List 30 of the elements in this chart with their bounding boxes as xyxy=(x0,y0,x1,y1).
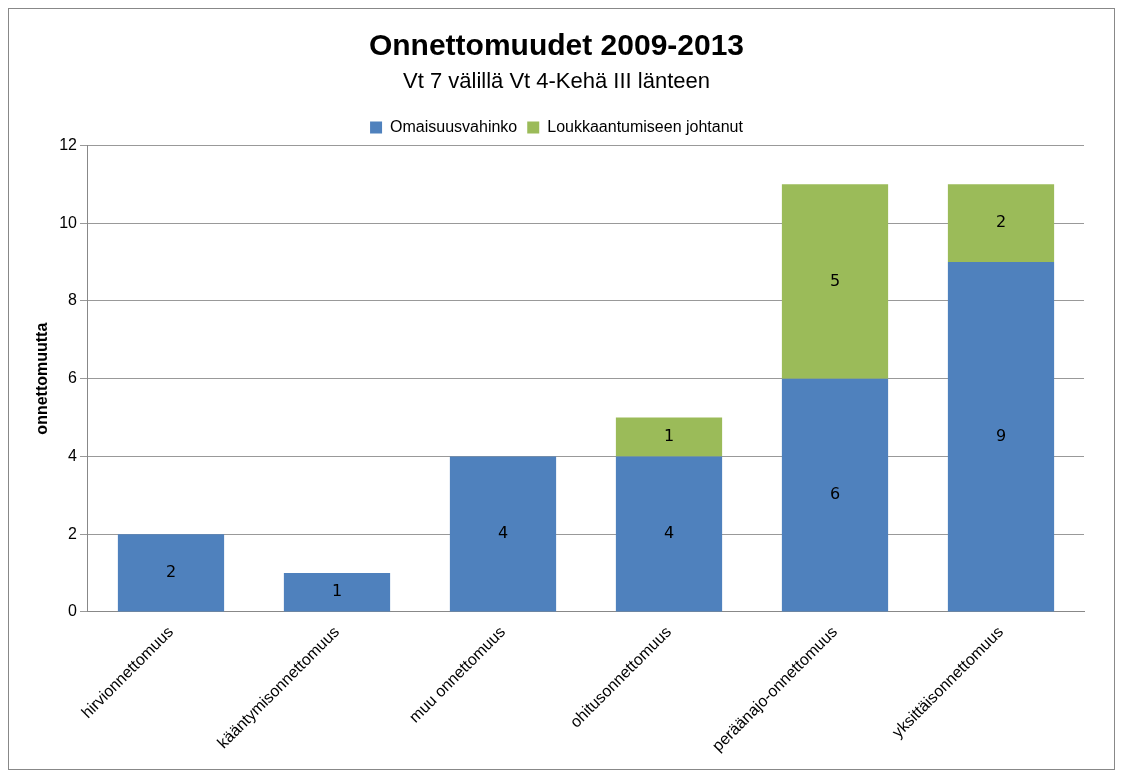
data-label: 4 xyxy=(497,523,509,543)
data-label: 4 xyxy=(663,523,675,543)
data-label: 2 xyxy=(165,561,177,581)
bar xyxy=(615,417,723,457)
data-label: 1 xyxy=(331,581,343,601)
bar xyxy=(781,184,889,379)
y-tick-label: 0 xyxy=(68,602,78,620)
y-tick-label: 6 xyxy=(68,369,78,387)
chart-subtitle: Vt 7 välillä Vt 4-Kehä III länteen xyxy=(403,68,710,94)
data-label: 1 xyxy=(663,426,675,446)
y-tick-label: 2 xyxy=(68,524,78,542)
bar xyxy=(615,456,723,612)
y-tick-label: 8 xyxy=(68,291,78,309)
bar xyxy=(449,456,557,612)
data-label: 6 xyxy=(829,484,841,504)
bar xyxy=(283,573,391,612)
data-label: 2 xyxy=(995,212,1007,232)
y-tick-label: 10 xyxy=(59,213,78,231)
y-tick-label: 4 xyxy=(68,446,78,464)
data-label: 5 xyxy=(829,270,841,290)
bar xyxy=(781,378,889,612)
bar xyxy=(947,262,1055,612)
legend-label: Omaisuusvahinko xyxy=(390,117,518,135)
y-axis-title: onnettomuutta xyxy=(33,322,51,435)
y-tick-label: 12 xyxy=(59,135,78,153)
data-label: 9 xyxy=(995,425,1007,445)
bar xyxy=(947,184,1055,263)
bar xyxy=(117,534,225,612)
chart-title: Onnettomuudet 2009-2013 xyxy=(368,28,745,62)
legend-label: Loukkaantumiseen johtanut xyxy=(547,117,744,135)
